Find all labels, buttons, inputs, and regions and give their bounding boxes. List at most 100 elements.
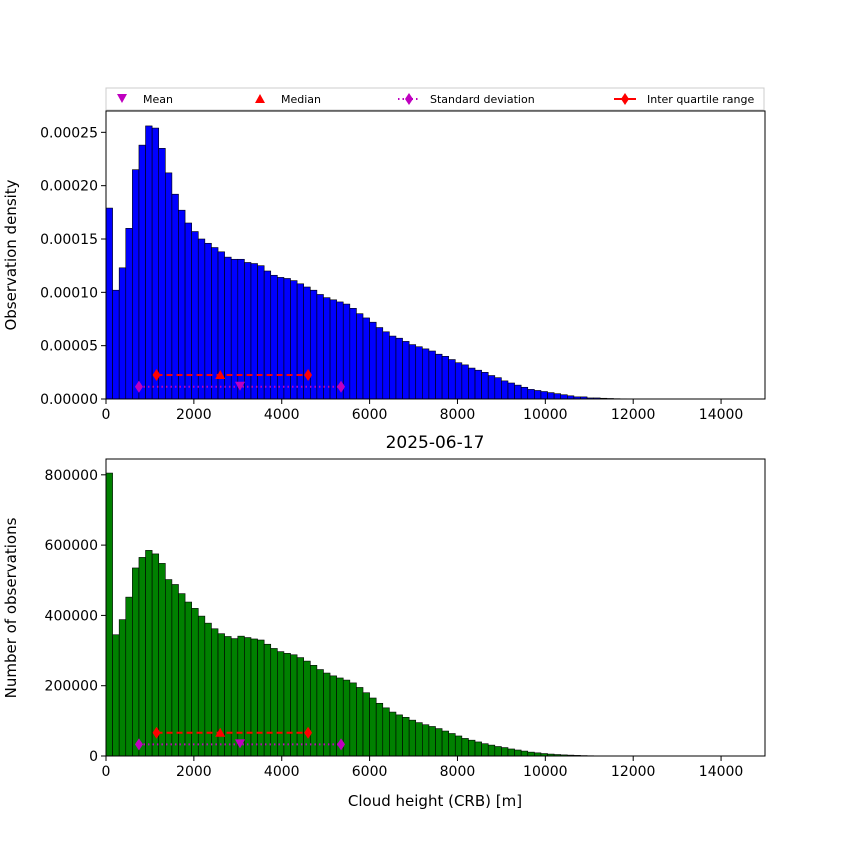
density-y-axis-label: Observation density (2, 179, 20, 330)
count-x-tick-label: 8000 (440, 764, 476, 780)
legend-label-std: Standard deviation (430, 93, 535, 106)
density-bar (323, 297, 331, 400)
count-bar (132, 567, 140, 757)
density-bar (454, 362, 463, 400)
legend-entry-mean: Mean (117, 93, 173, 106)
density-bar (277, 277, 285, 400)
legend-label-iqr: Inter quartile range (647, 93, 754, 106)
density-bar (362, 317, 370, 400)
count-bar (362, 692, 370, 757)
count-y-tick-label: 800000 (45, 468, 98, 484)
count-bar (501, 747, 509, 757)
density-bar (415, 346, 423, 400)
count-bar (520, 750, 529, 757)
density-x-tick-label: 6000 (352, 407, 388, 423)
count-bar (435, 728, 443, 757)
legend-entry-median: Median (255, 93, 321, 106)
count-bar (224, 636, 232, 757)
count-bar (105, 472, 113, 757)
std-marker-icon (405, 93, 413, 105)
density-bar (237, 258, 245, 400)
count-bar (211, 628, 219, 757)
density-bar (441, 356, 449, 400)
count-bar (527, 751, 535, 757)
density-x-tick-label: 0 (102, 407, 111, 423)
count-y-tick-label: 200000 (45, 679, 98, 695)
count-bar (178, 593, 186, 757)
density-bar (520, 386, 529, 400)
count-bar (389, 711, 397, 757)
density-bar (290, 280, 298, 400)
density-bar (369, 321, 377, 400)
density-bar (329, 299, 337, 400)
density-bar (389, 335, 397, 400)
count-bar (356, 687, 364, 757)
count-bar (507, 748, 515, 757)
count-bar (283, 653, 291, 757)
count-bar (481, 743, 489, 757)
density-bar (481, 372, 489, 400)
density-bar (375, 327, 384, 400)
count-bar (487, 744, 496, 757)
count-bar (316, 669, 324, 757)
density-iqr-low-marker (152, 369, 161, 381)
count-x-tick-label: 12000 (611, 764, 656, 780)
count-bar (461, 738, 469, 757)
count-bar (171, 584, 179, 757)
density-iqr-high-marker (304, 369, 313, 381)
count-bar (290, 654, 298, 757)
count-y-ticks: 0 200000 400000 600000 800000 (45, 468, 106, 765)
density-bar (145, 125, 153, 400)
count-bar (145, 550, 153, 757)
density-bar (184, 222, 192, 400)
median-marker-icon (255, 94, 265, 103)
count-iqr-low-marker (152, 726, 161, 739)
density-bar (501, 380, 509, 400)
density-y-tick-label: 0.00025 (40, 125, 98, 141)
count-bar (125, 596, 133, 757)
count-x-axis-label: Cloud height (CRB) [m] (348, 792, 522, 810)
count-bar (448, 733, 456, 757)
count-bar (217, 633, 225, 757)
density-bar (165, 172, 173, 400)
density-x-tick-label: 8000 (440, 407, 476, 423)
density-bar (309, 289, 318, 400)
count-x-tick-label: 4000 (264, 764, 300, 780)
legend-frame (105, 87, 765, 111)
density-bar (230, 258, 239, 400)
count-bar (382, 707, 390, 757)
density-bar (138, 144, 146, 400)
count-bar (197, 615, 206, 757)
count-bar (468, 739, 476, 757)
density-bar (118, 267, 127, 400)
density-bar (296, 283, 304, 400)
count-chart-title: 2025-06-17 (386, 433, 485, 453)
count-bar (375, 702, 384, 757)
count-std-high-marker (337, 738, 346, 751)
density-bar (270, 274, 278, 400)
count-bar (296, 657, 304, 757)
mean-marker-icon (117, 94, 127, 103)
density-bar (263, 270, 272, 400)
count-bar (165, 579, 173, 757)
count-bar (244, 637, 252, 757)
density-x-tick-label: 12000 (611, 407, 656, 423)
count-y-tick-label: 400000 (45, 608, 98, 624)
legend: Mean Median Standard deviation Inter qua… (105, 87, 765, 111)
iqr-marker-icon (621, 93, 629, 105)
density-bar (507, 382, 515, 400)
count-bar (428, 726, 436, 757)
count-bar (422, 724, 430, 757)
count-bar (230, 638, 239, 757)
density-bar (494, 377, 502, 400)
density-stat-markers (134, 369, 346, 393)
density-bar (547, 392, 555, 400)
count-bar (415, 722, 423, 757)
density-bar (132, 169, 140, 400)
count-y-tick-label: 600000 (45, 538, 98, 554)
legend-entry-std: Standard deviation (398, 93, 535, 106)
density-bar (125, 228, 133, 400)
density-bar (112, 289, 120, 400)
density-bar (428, 350, 436, 400)
density-bar (487, 375, 496, 400)
